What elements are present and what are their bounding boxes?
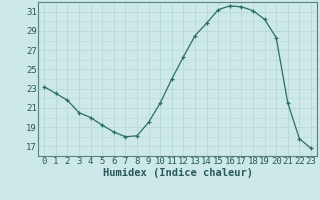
X-axis label: Humidex (Indice chaleur): Humidex (Indice chaleur)	[103, 168, 252, 178]
